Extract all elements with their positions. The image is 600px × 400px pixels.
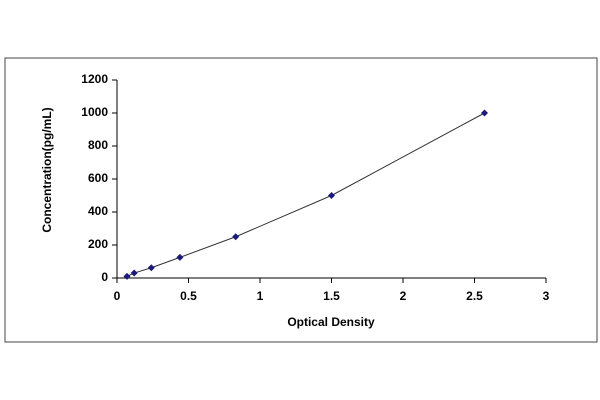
x-tick-label: 2 [400,289,407,303]
y-tick-label: 400 [88,204,108,218]
x-tick-label: 1 [257,289,264,303]
y-tick-label: 800 [88,138,108,152]
x-tick-label: 0.5 [180,289,197,303]
y-tick-label: 0 [101,270,108,284]
chart-frame [4,57,598,343]
data-point [147,264,155,272]
y-tick-label: 1200 [81,72,108,86]
x-tick-label: 2.5 [466,289,483,303]
y-tick-label: 1000 [81,105,108,119]
y-tick-label: 600 [88,171,108,185]
data-point [130,269,138,277]
x-tick-label: 1.5 [323,289,340,303]
data-point [232,233,240,241]
data-point [176,253,184,261]
y-axis-label: Concentration(pg/mL) [40,107,54,232]
data-point [481,109,489,117]
data-point [328,192,335,199]
x-tick-label: 0 [114,289,121,303]
x-tick-label: 3 [543,289,550,303]
y-tick-label: 200 [88,237,108,251]
x-axis-label: Optical Density [287,315,375,329]
data-point [123,272,131,280]
